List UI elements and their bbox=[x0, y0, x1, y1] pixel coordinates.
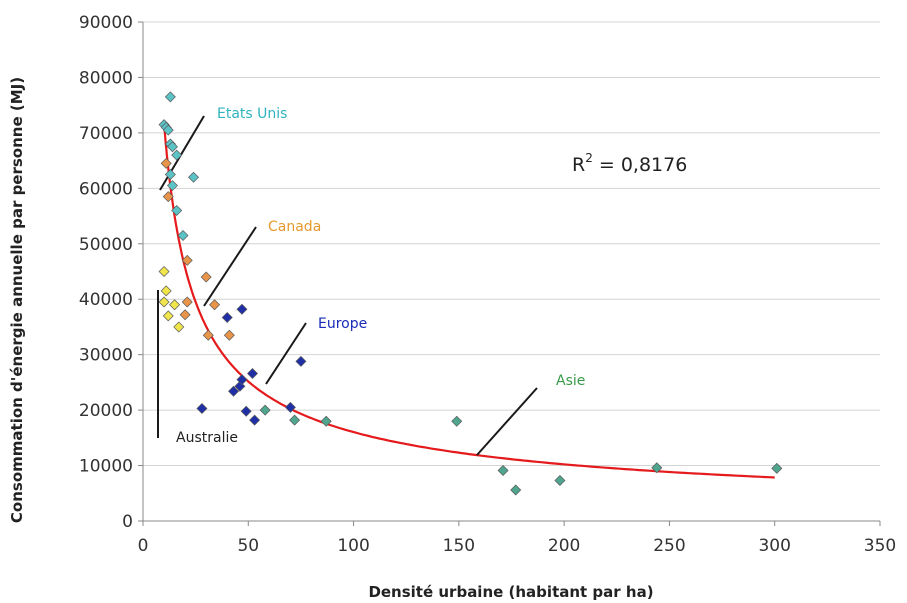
x-tick-label: 150 bbox=[443, 536, 475, 556]
data-point bbox=[160, 157, 172, 169]
x-tick-label: 250 bbox=[653, 536, 685, 556]
x-tick-label: 50 bbox=[237, 536, 259, 556]
r-squared-value: = 0,8176 bbox=[593, 154, 687, 176]
data-point bbox=[179, 309, 191, 321]
x-tick-label: 100 bbox=[337, 536, 369, 556]
data-point bbox=[240, 405, 252, 417]
data-point bbox=[188, 171, 200, 183]
x-tick-label: 300 bbox=[758, 536, 790, 556]
axes: 0 10000 20000 30000 40000 50000 60000 70000 8000… bbox=[79, 13, 896, 556]
data-point bbox=[169, 299, 181, 311]
y-tick-label: 50000 bbox=[79, 235, 133, 255]
series-label: Asie bbox=[556, 373, 585, 389]
data-point bbox=[295, 355, 307, 367]
data-point bbox=[202, 329, 214, 341]
y-axis-title: Consommation d'énergie annuelle par pers… bbox=[8, 77, 26, 523]
data-point bbox=[166, 180, 178, 192]
trendline-layer bbox=[163, 123, 775, 479]
y-tick-label: 80000 bbox=[79, 68, 133, 88]
r-squared-sup: 2 bbox=[585, 151, 593, 165]
data-point bbox=[158, 296, 170, 308]
series-label: Canada bbox=[268, 219, 321, 235]
data-point bbox=[173, 321, 185, 333]
y-tick-label: 0 bbox=[122, 512, 133, 532]
data-point bbox=[510, 484, 522, 496]
data-point bbox=[554, 475, 566, 487]
x-tick-label: 350 bbox=[864, 536, 896, 556]
data-point bbox=[164, 91, 176, 103]
data-point bbox=[162, 191, 174, 203]
data-point bbox=[181, 254, 193, 266]
data-point bbox=[289, 414, 301, 426]
y-tick-label: 60000 bbox=[79, 179, 133, 199]
data-points bbox=[158, 91, 783, 496]
power-trendline bbox=[163, 123, 775, 479]
y-tick-label: 30000 bbox=[79, 346, 133, 366]
r-squared-prefix: R bbox=[572, 154, 585, 176]
data-point bbox=[166, 141, 178, 153]
data-point bbox=[451, 415, 463, 427]
callout-line bbox=[203, 226, 257, 307]
x-tick-label: 0 bbox=[138, 536, 149, 556]
x-axis-title: Densité urbaine (habitant par ha) bbox=[368, 583, 653, 601]
y-tick-label: 10000 bbox=[79, 457, 133, 477]
y-tick-label: 90000 bbox=[79, 13, 133, 33]
data-point bbox=[181, 296, 193, 308]
x-tick-label: 200 bbox=[548, 536, 580, 556]
data-point bbox=[209, 299, 221, 311]
callout-lines bbox=[157, 115, 538, 456]
data-point bbox=[236, 303, 248, 315]
data-point bbox=[196, 402, 208, 414]
callout-line bbox=[265, 322, 307, 385]
data-point bbox=[284, 401, 296, 413]
series-label: Europe bbox=[318, 316, 367, 332]
y-tick-label: 20000 bbox=[79, 401, 133, 421]
data-point bbox=[171, 205, 183, 217]
series-label: Australie bbox=[176, 430, 238, 446]
labels: Etats Unis Canada Europe Asie Australie bbox=[176, 106, 585, 446]
y-tick-label: 40000 bbox=[79, 290, 133, 310]
data-point bbox=[171, 149, 183, 161]
data-point bbox=[164, 168, 176, 180]
data-point bbox=[162, 310, 174, 322]
data-point bbox=[259, 404, 271, 416]
r-squared-annotation: R2 = 0,8176 bbox=[572, 151, 687, 176]
data-point bbox=[651, 462, 663, 474]
data-point bbox=[236, 374, 248, 386]
series-label: Etats Unis bbox=[217, 106, 287, 122]
data-point bbox=[162, 124, 174, 136]
gridlines bbox=[143, 21, 880, 467]
data-point bbox=[158, 266, 170, 277]
data-point bbox=[320, 415, 332, 427]
data-point bbox=[160, 285, 172, 297]
data-point bbox=[221, 312, 233, 324]
data-point bbox=[771, 462, 783, 474]
data-point bbox=[200, 271, 212, 283]
data-point bbox=[249, 414, 261, 426]
data-point bbox=[177, 229, 189, 241]
data-point bbox=[228, 385, 240, 397]
data-point bbox=[247, 368, 258, 380]
callout-line bbox=[159, 115, 205, 191]
data-point bbox=[223, 329, 235, 341]
data-point bbox=[497, 465, 509, 477]
y-tick-label: 70000 bbox=[79, 124, 133, 144]
callout-line bbox=[476, 387, 538, 456]
